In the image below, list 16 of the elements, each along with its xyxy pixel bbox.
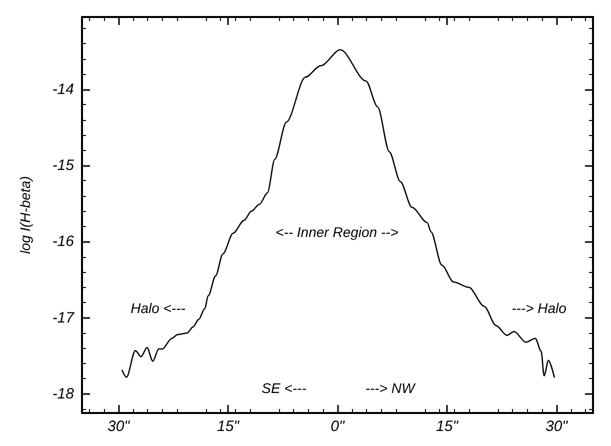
- x-tick-label: 15": [216, 418, 240, 435]
- x-tick-label: 15": [436, 418, 459, 435]
- y-tick-label: -15: [52, 157, 75, 174]
- y-tick-label: -18: [52, 385, 75, 402]
- annotation: SE <---: [262, 380, 307, 396]
- x-tick-label: 0": [330, 418, 346, 435]
- annotation: <-- Inner Region -->: [276, 224, 398, 240]
- x-tick-label: 30": [107, 418, 130, 435]
- y-tick-label: -17: [52, 309, 75, 326]
- annotation: ---> NW: [365, 380, 416, 396]
- y-axis-title: log I(H-beta): [17, 176, 33, 254]
- y-tick-label: -16: [52, 233, 75, 250]
- annotation: Halo <---: [130, 300, 186, 316]
- x-tick-label: 30": [545, 418, 568, 435]
- y-tick-label: -14: [52, 80, 74, 98]
- annotation: ---> Halo: [512, 300, 567, 316]
